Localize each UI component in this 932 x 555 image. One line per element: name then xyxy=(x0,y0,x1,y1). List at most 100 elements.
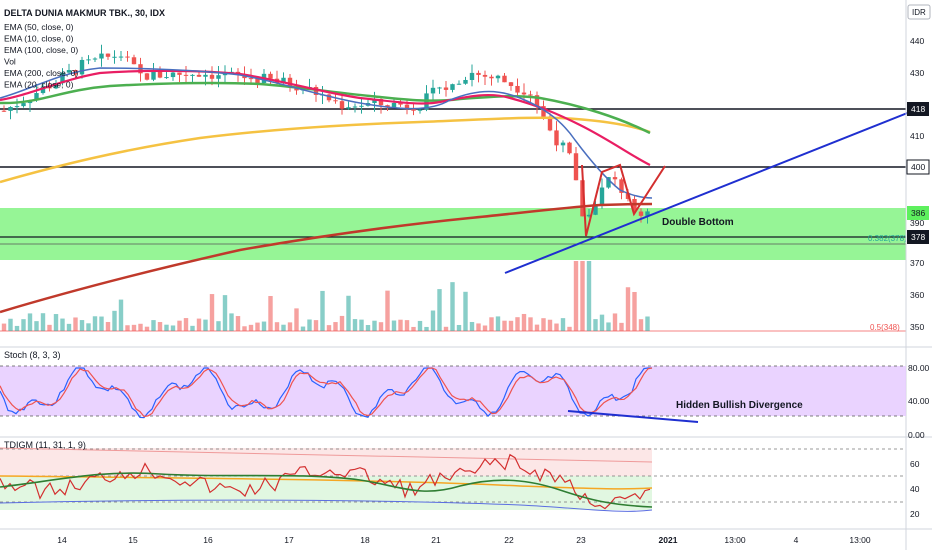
candle-body xyxy=(515,85,520,93)
candle-body xyxy=(21,103,26,107)
volume-bar xyxy=(34,321,39,331)
candle-body xyxy=(489,76,494,79)
tdi-band-top xyxy=(0,448,652,476)
volume-bar xyxy=(346,295,351,331)
time-tick: 14 xyxy=(57,535,67,545)
candle-body xyxy=(86,59,91,61)
ema50-line xyxy=(0,81,651,135)
price-badge-label: 378 xyxy=(911,232,925,242)
candle-body xyxy=(157,70,163,78)
volume-bar xyxy=(560,318,566,331)
price-axis: 440 430 410 390 370 360 350 418 400 386 378 xyxy=(906,36,930,332)
volume-bar xyxy=(534,324,540,331)
volume-bar xyxy=(287,322,293,331)
volume-bar xyxy=(92,316,98,331)
stoch-tick: 0.00 xyxy=(908,430,925,440)
tdi-rsi-line xyxy=(0,453,651,510)
candle-body xyxy=(560,142,566,146)
candle-body xyxy=(203,74,208,77)
volume-bar xyxy=(209,294,215,331)
price-badge-label: 418 xyxy=(911,104,925,114)
volume-bar xyxy=(151,320,156,331)
volume-bar xyxy=(21,319,26,331)
volume-bar xyxy=(547,319,553,331)
candle-body xyxy=(573,153,579,181)
candle-body xyxy=(469,72,475,80)
volume-bar xyxy=(294,308,299,331)
candle-body xyxy=(333,100,338,102)
candle-body xyxy=(144,73,150,80)
ema20-line xyxy=(0,69,651,166)
price-tick: 360 xyxy=(910,290,924,300)
time-tick: 13:00 xyxy=(849,535,871,545)
candle-body xyxy=(547,116,553,131)
volume-bar xyxy=(385,290,390,331)
fib-05-label: 0.5(348) xyxy=(870,323,900,332)
stoch-tick: 80.00 xyxy=(908,363,930,373)
tdi-tick: 20 xyxy=(910,509,920,519)
volume-bar xyxy=(528,317,533,331)
volume-bar xyxy=(482,325,488,331)
legend-item: EMA (20, close, 0) xyxy=(4,80,74,90)
volume-bar xyxy=(612,313,618,331)
volume-bar xyxy=(645,316,650,331)
candle-body xyxy=(619,179,624,193)
candle-body xyxy=(14,106,20,108)
volume-bar xyxy=(417,320,423,331)
stoch-k-line xyxy=(0,367,652,419)
candle-body xyxy=(443,87,449,90)
volume-bar xyxy=(255,322,260,331)
volume-bar xyxy=(541,318,546,331)
volume-bar xyxy=(502,320,507,331)
volume-bar xyxy=(391,320,397,331)
legend-item: EMA (10, close, 0) xyxy=(4,34,74,44)
volume-bar xyxy=(508,320,514,331)
candle-body xyxy=(125,56,130,58)
candle-body xyxy=(287,77,293,87)
time-tick: 13:00 xyxy=(724,535,746,545)
fib-0382-label: 0.382(378) xyxy=(868,234,907,243)
volume-bar xyxy=(14,325,20,331)
price-tick: 350 xyxy=(910,322,924,332)
volume-bar xyxy=(216,321,221,331)
volume-bar xyxy=(60,318,65,331)
legend-item: EMA (200, close, 0) xyxy=(4,68,78,78)
candle-body xyxy=(99,53,104,59)
candle-body xyxy=(638,211,644,216)
volume-bar xyxy=(222,295,228,331)
candle-body xyxy=(430,87,436,94)
volume-bar xyxy=(320,290,325,331)
price-tick: 410 xyxy=(910,131,924,141)
candle-body xyxy=(190,74,195,76)
time-tick: 23 xyxy=(576,535,586,545)
volume-bar xyxy=(47,324,52,331)
candle-body xyxy=(456,83,462,85)
currency-label: IDR xyxy=(912,8,926,17)
candle-body xyxy=(567,142,572,154)
candle-body xyxy=(177,72,182,75)
volume-bar xyxy=(411,326,416,331)
volume-bar xyxy=(27,313,33,331)
volume-bar xyxy=(229,313,234,331)
divergence-line xyxy=(567,410,699,423)
time-tick: 22 xyxy=(504,535,514,545)
volume-bar xyxy=(632,291,637,331)
candle-body xyxy=(40,86,46,94)
candle-body xyxy=(268,73,273,79)
candle-body xyxy=(450,84,455,90)
stoch-d-line xyxy=(0,367,653,418)
candle-body xyxy=(521,92,527,95)
time-tick: 4 xyxy=(794,535,799,545)
candle-body xyxy=(112,56,117,58)
ema200-line xyxy=(0,202,653,314)
tdi-signal-line xyxy=(0,472,653,508)
volume-bar xyxy=(86,323,91,331)
stoch-band xyxy=(0,366,906,416)
candle-body xyxy=(372,99,377,104)
candle-body xyxy=(164,77,169,79)
volume-bar xyxy=(619,322,624,331)
volume-bar xyxy=(242,326,247,331)
volume-bar xyxy=(469,321,475,331)
volume-bar xyxy=(268,296,273,331)
